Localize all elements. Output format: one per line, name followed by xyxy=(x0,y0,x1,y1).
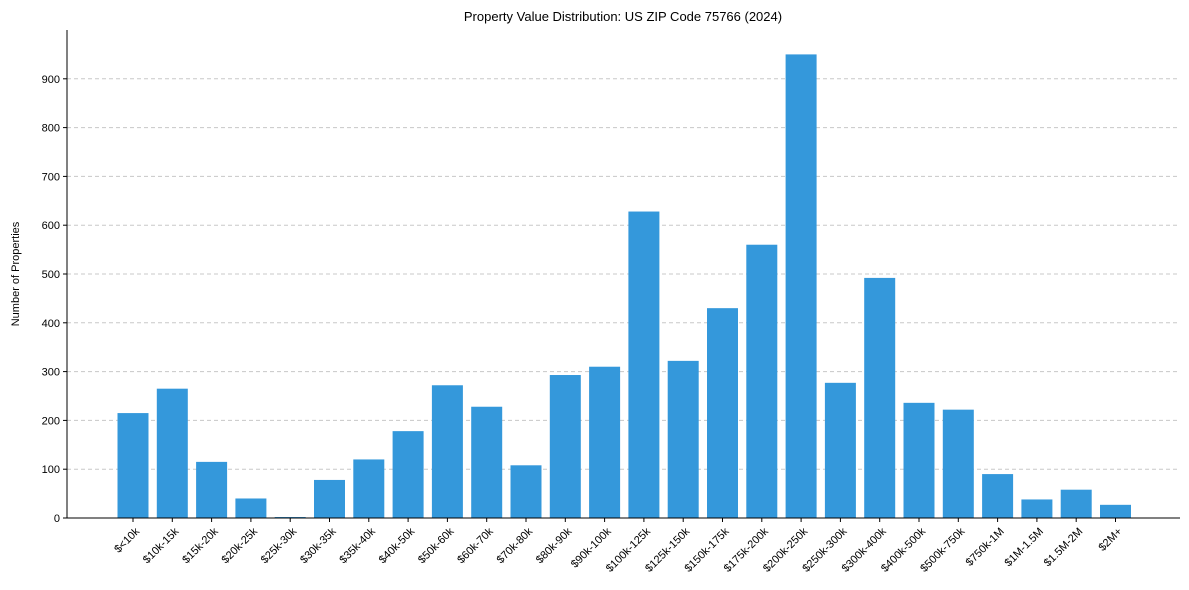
x-tick-label: $35k-40k xyxy=(337,525,378,566)
bar-9 xyxy=(471,406,503,518)
bar-24 xyxy=(1060,489,1092,518)
x-tick-label: $70k-80k xyxy=(495,525,536,566)
x-tick-label: $30k-35k xyxy=(298,525,339,566)
x-tick-label: $<10k xyxy=(112,525,142,555)
y-tick-label: 700 xyxy=(42,171,60,183)
bar-0 xyxy=(117,413,149,518)
bar-21 xyxy=(942,409,974,518)
bar-16 xyxy=(746,244,778,518)
x-ticks: $<10k$10k-15k$15k-20k$20k-25k$25k-30k$30… xyxy=(112,518,1125,575)
bar-3 xyxy=(235,498,267,518)
bar-8 xyxy=(431,385,463,518)
x-tick-label: $60k-70k xyxy=(455,525,496,566)
bar-14 xyxy=(667,360,699,518)
bars xyxy=(117,54,1131,519)
x-tick-label: $40k-50k xyxy=(377,525,418,566)
y-tick-label: 300 xyxy=(42,367,60,379)
x-tick-label: $750k-1M xyxy=(964,526,1007,569)
x-tick-label: $10k-15k xyxy=(141,525,182,566)
bar-12 xyxy=(589,366,621,518)
y-tick-label: 800 xyxy=(42,123,60,135)
bar-19 xyxy=(864,277,896,518)
bar-5 xyxy=(314,479,345,518)
bar-22 xyxy=(982,474,1014,518)
y-tick-label: 400 xyxy=(42,318,60,330)
chart-title: Property Value Distribution: US ZIP Code… xyxy=(464,9,782,24)
y-tick-label: 0 xyxy=(54,513,60,525)
y-axis-label: Number of Properties xyxy=(10,221,22,326)
bar-25 xyxy=(1100,504,1131,518)
y-tick-label: 900 xyxy=(42,74,60,86)
y-ticks: 0 100 200 300 400 500 600 700 800 900 xyxy=(42,74,67,525)
bar-20 xyxy=(903,402,935,518)
y-tick-label: 600 xyxy=(42,220,60,232)
bar-6 xyxy=(353,459,385,518)
y-tick-label: 100 xyxy=(42,464,60,476)
bar-13 xyxy=(628,211,660,518)
y-tick-label: 500 xyxy=(42,269,60,281)
x-tick-label: $50k-60k xyxy=(416,525,457,566)
x-tick-label: $1M-1.5M xyxy=(1003,526,1047,570)
x-tick-label: $1.5M-2M xyxy=(1042,526,1086,570)
bar-18 xyxy=(824,382,856,518)
bar-11 xyxy=(549,375,581,518)
bar-2 xyxy=(196,461,228,518)
x-tick-label: $2M+ xyxy=(1096,526,1124,554)
x-tick-label: $15k-20k xyxy=(180,525,221,566)
gridlines xyxy=(67,78,1180,470)
bar-15 xyxy=(707,308,738,518)
bar-17 xyxy=(785,54,817,519)
x-tick-label: $20k-25k xyxy=(220,525,261,566)
bar-23 xyxy=(1021,499,1053,518)
bar-10 xyxy=(510,465,542,518)
x-tick-label: $25k-30k xyxy=(259,525,300,566)
y-tick-label: 200 xyxy=(42,415,60,427)
bar-1 xyxy=(156,388,188,518)
bar-7 xyxy=(392,431,424,518)
x-tick-label: $80k-90k xyxy=(534,525,575,566)
